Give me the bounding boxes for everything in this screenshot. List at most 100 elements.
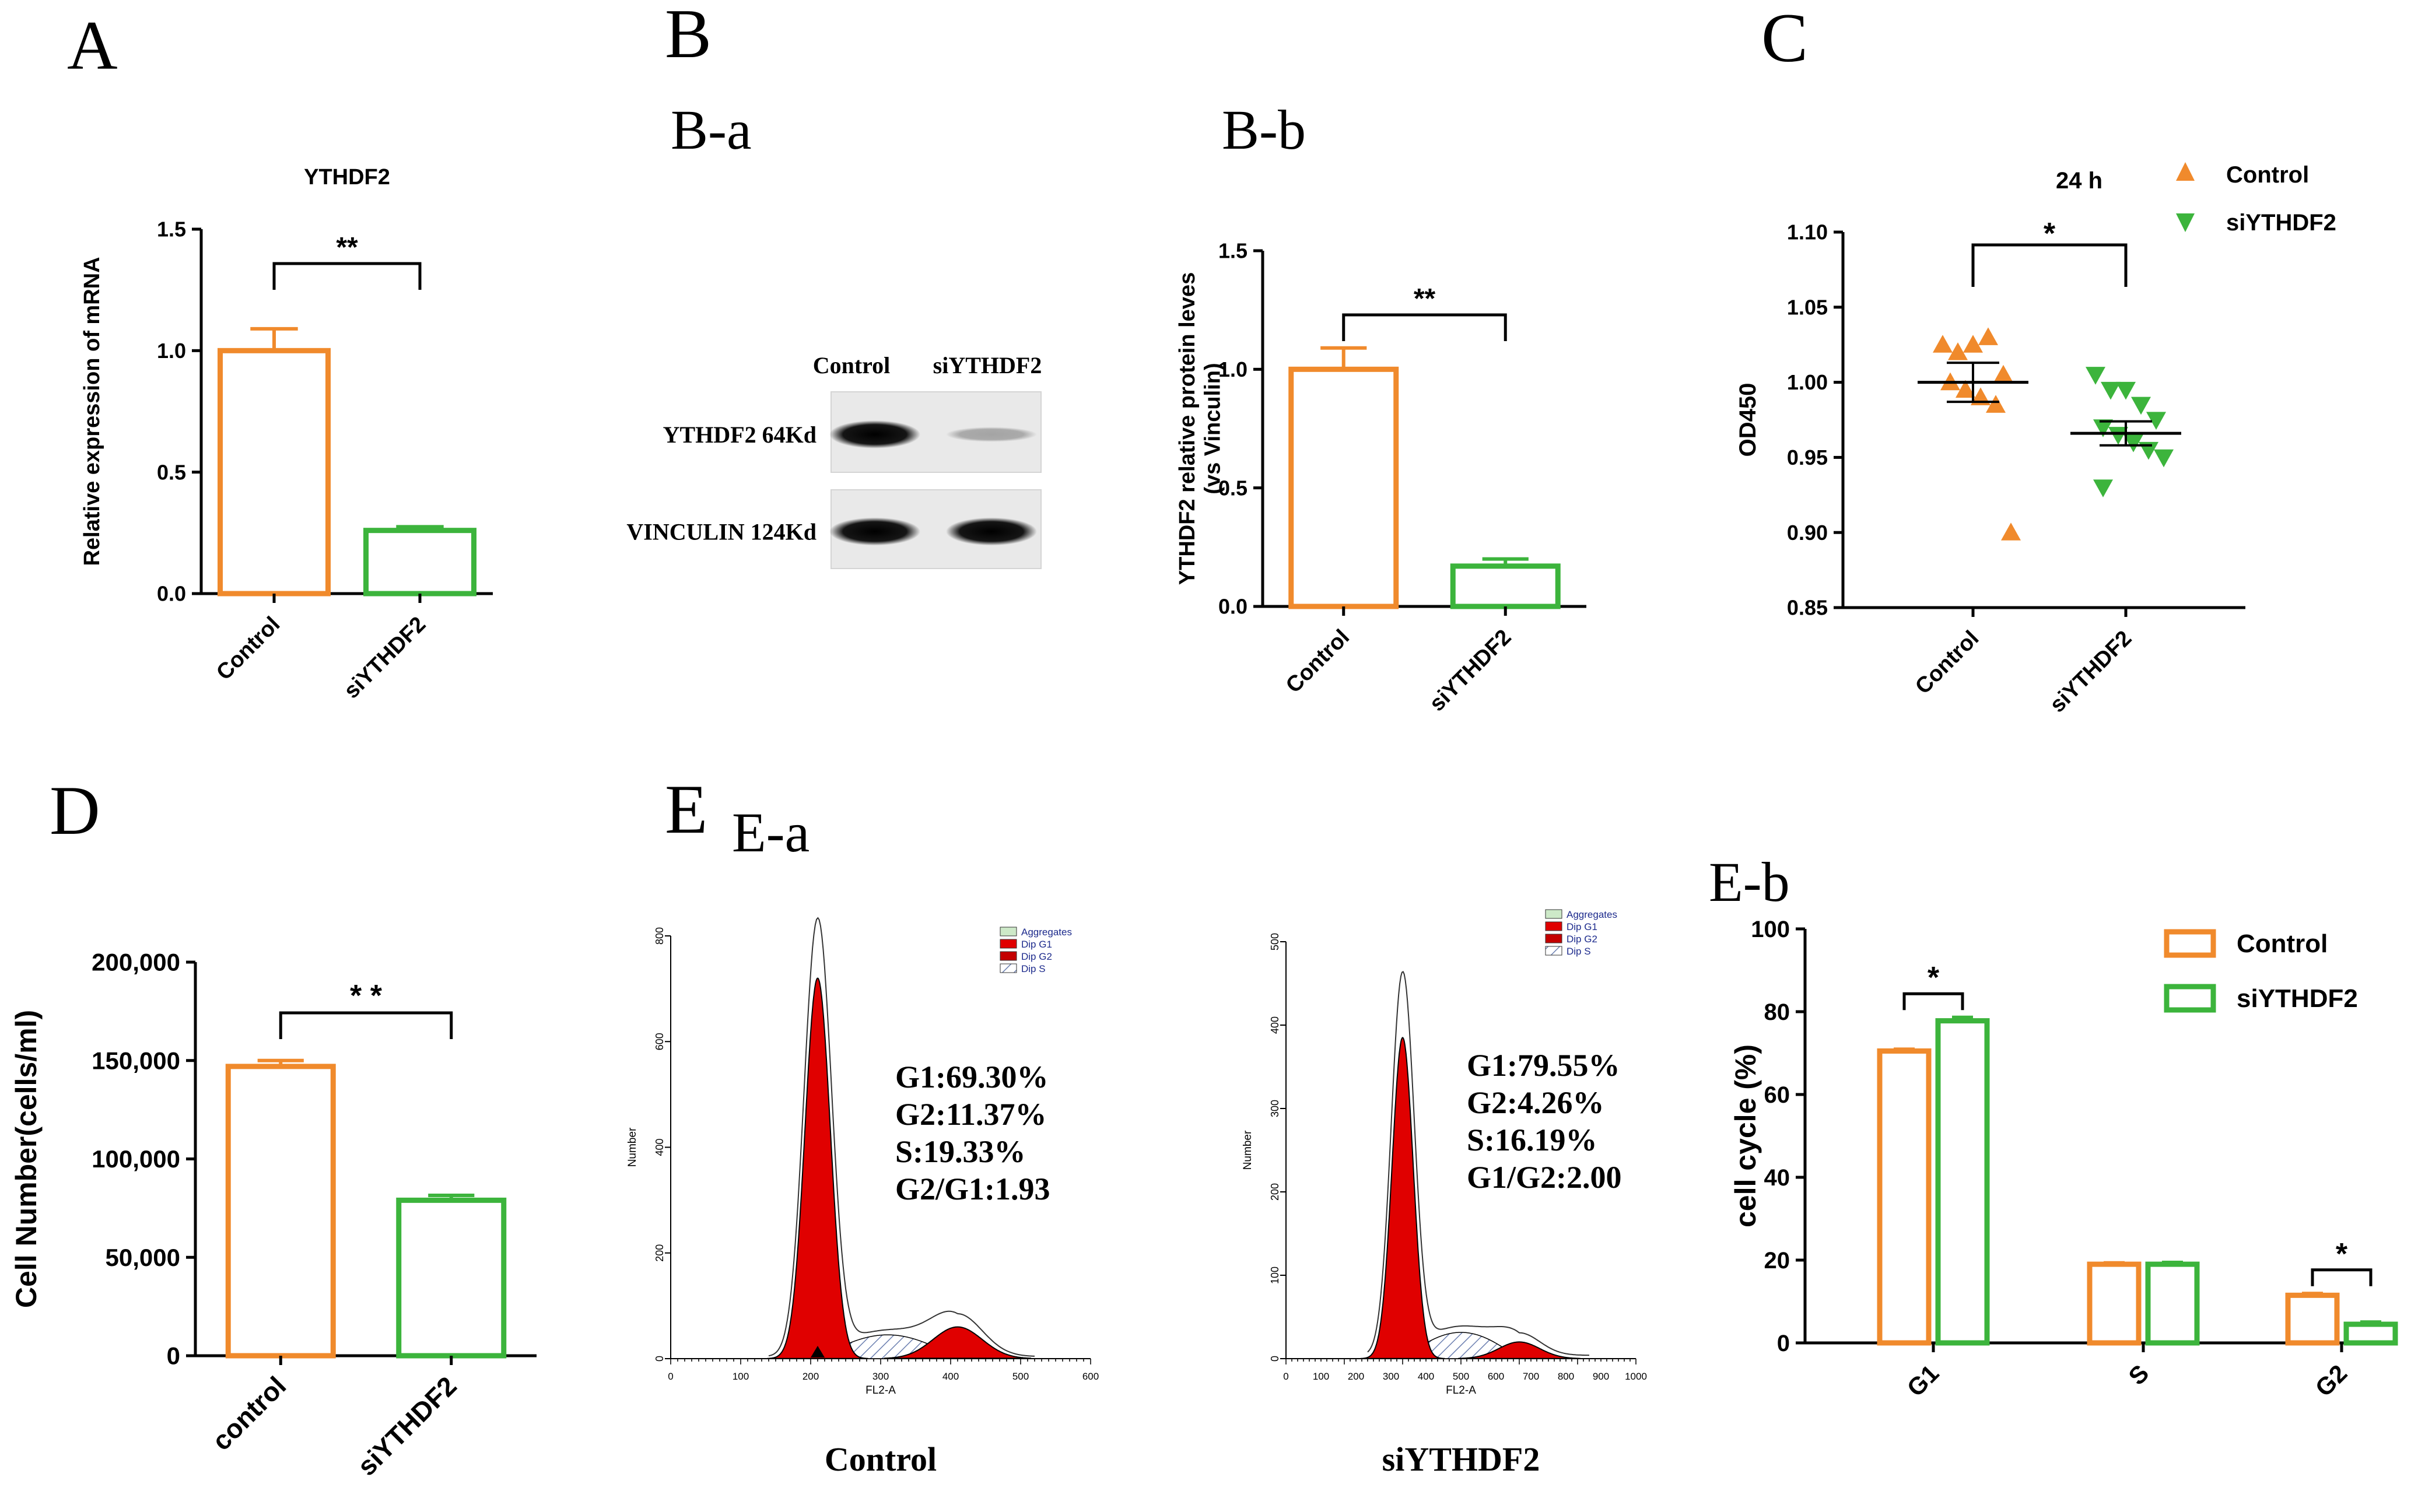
- cycle-stat: G2/G1:1.93: [895, 1171, 1050, 1206]
- y-tick-label: 60: [1764, 1082, 1790, 1108]
- legend-label: Aggregates: [1021, 927, 1072, 938]
- x-tick-label: S: [2123, 1359, 2154, 1390]
- legend-label-siythdf2: siYTHDF2: [2237, 984, 2358, 1013]
- significance-bracket: [1971, 243, 2128, 287]
- panel-label-B-a: B-a: [671, 99, 752, 161]
- blot-band: [946, 517, 1037, 546]
- cycle-stat: S:16.19%: [1467, 1122, 1597, 1157]
- chart-d-cell-number: 0 50,000 100,000 150,000 200,000 control siYTH…: [10, 949, 537, 1482]
- x-tick-label: 300: [872, 1371, 889, 1382]
- x-axis-label: FL2-A: [865, 1384, 896, 1397]
- y-axis-label: Number: [626, 1127, 639, 1167]
- legend-swatch: [1545, 946, 1562, 956]
- y-tick-label: 50,000: [106, 1244, 180, 1271]
- y-axis-label-2: (vs Vinculin): [1201, 363, 1225, 494]
- data-point: [1993, 364, 2013, 383]
- x-tick-label: 500: [1012, 1371, 1029, 1382]
- y-tick-label: 200: [654, 1244, 665, 1262]
- y-tick-label: 40: [1764, 1165, 1790, 1191]
- bar: [2285, 1292, 2340, 1346]
- y-tick-label: 1.0: [1218, 357, 1247, 381]
- y-tick-label: 600: [654, 1033, 665, 1050]
- flow-histogram-siythdf2: 0 100 200 300 400 500 0 100 200 300 400 500 600 700 80…: [1242, 909, 1647, 1478]
- data-point: [1963, 335, 1983, 353]
- legend-label: Dip G2: [1567, 934, 1597, 945]
- significance-bracket: [2311, 1268, 2373, 1286]
- y-tick-label: 1.05: [1787, 295, 1828, 319]
- y-tick-label: 100: [1269, 1267, 1281, 1284]
- x-tick-label: 0: [668, 1371, 673, 1382]
- x-tick-label: 400: [1418, 1371, 1434, 1382]
- bar: [1450, 563, 1561, 609]
- x-tick-label: 100: [1313, 1371, 1329, 1382]
- histogram-outline: [1367, 970, 1590, 1356]
- y-tick-label: 0.5: [1218, 476, 1247, 500]
- significance-label: **: [1414, 283, 1436, 314]
- x-tick-label: 300: [1383, 1371, 1399, 1382]
- y-tick-label: 100,000: [92, 1145, 180, 1173]
- legend-swatch-control: [2164, 929, 2216, 958]
- legend-swatch-siythdf2: [2164, 984, 2216, 1013]
- x-tick-label: 900: [1593, 1371, 1609, 1382]
- bar: [2145, 1261, 2200, 1346]
- panel-label-E-b: E-b: [1709, 851, 1790, 913]
- y-tick-label: 0.5: [157, 460, 186, 484]
- blot-row-label: VINCULIN 124Kd: [626, 519, 816, 545]
- significance-label: *: [2336, 1237, 2348, 1271]
- bar: [1288, 366, 1399, 609]
- x-tick-label: 200: [803, 1371, 819, 1382]
- blot-band: [829, 420, 920, 448]
- x-tick-label: 600: [1082, 1371, 1099, 1382]
- x-tick-label: 800: [1558, 1371, 1574, 1382]
- cycle-stat: G2:4.26%: [1467, 1085, 1604, 1120]
- legend-label-control: Control: [2237, 929, 2328, 958]
- y-tick-label: 1.00: [1787, 370, 1828, 394]
- x-axis-label: FL2-A: [1446, 1384, 1476, 1397]
- x-tick-label: 1000: [1625, 1371, 1647, 1382]
- lane-label: Control: [813, 352, 891, 378]
- dip-g1-peak: [767, 977, 868, 1359]
- x-tick-label: 500: [1453, 1371, 1469, 1382]
- y-tick-label: 80: [1764, 999, 1790, 1025]
- x-tick-label: 600: [1488, 1371, 1504, 1382]
- data-point: [2001, 522, 2021, 541]
- legend-marker-siythdf2: [2176, 213, 2195, 232]
- y-axis-label: Relative expression of mRNA: [80, 257, 104, 566]
- y-axis-label: YTHDF2 relative protein leves: [1175, 272, 1200, 585]
- data-point: [2123, 434, 2143, 452]
- legend-label-control: Control: [2226, 162, 2309, 188]
- y-tick-label: 0.0: [1218, 595, 1247, 619]
- dip-g2-peak: [884, 1326, 1032, 1359]
- blot-band: [946, 427, 1037, 442]
- y-axis-label: cell cycle (%): [1729, 1044, 1762, 1227]
- legend-marker-control: [2176, 162, 2195, 181]
- x-tick-label: siYTHDF2: [2045, 626, 2137, 718]
- chart-c-od450: 0.85 0.90 0.95 1.00 1.05 1.10 Control siYTHDF2 *…: [1735, 162, 2336, 717]
- x-tick-label: G1: [1902, 1359, 1944, 1402]
- flow-title: Control: [825, 1440, 937, 1478]
- cycle-stat: G1:79.55%: [1467, 1048, 1620, 1083]
- bar: [396, 1197, 507, 1359]
- blot-band: [829, 517, 920, 546]
- histogram-outline: [768, 917, 1035, 1357]
- legend-label: Aggregates: [1567, 909, 1617, 920]
- cycle-stat: G1:69.30%: [895, 1060, 1049, 1094]
- legend-label: Dip G1: [1567, 921, 1597, 932]
- blot-row-label: YTHDF2 64Kd: [663, 422, 816, 448]
- legend-swatch: [1545, 934, 1562, 943]
- legend-swatch: [1000, 963, 1017, 973]
- legend-label: Dip S: [1021, 963, 1046, 974]
- significance-bracket: [272, 262, 422, 290]
- data-point: [2093, 419, 2113, 437]
- data-point: [2116, 381, 2136, 400]
- y-tick-label: 1.10: [1787, 220, 1828, 244]
- y-tick-label: 0: [1269, 1356, 1281, 1362]
- legend-swatch: [1000, 939, 1017, 949]
- cycle-stat: G2:11.37%: [895, 1097, 1047, 1132]
- y-tick-label: 0.0: [157, 582, 186, 606]
- y-tick-label: 300: [1269, 1100, 1281, 1117]
- legend-swatch: [1545, 921, 1562, 931]
- data-point: [2131, 397, 2151, 415]
- x-tick-label: Control: [1911, 626, 1984, 699]
- x-tick-label: 700: [1523, 1371, 1539, 1382]
